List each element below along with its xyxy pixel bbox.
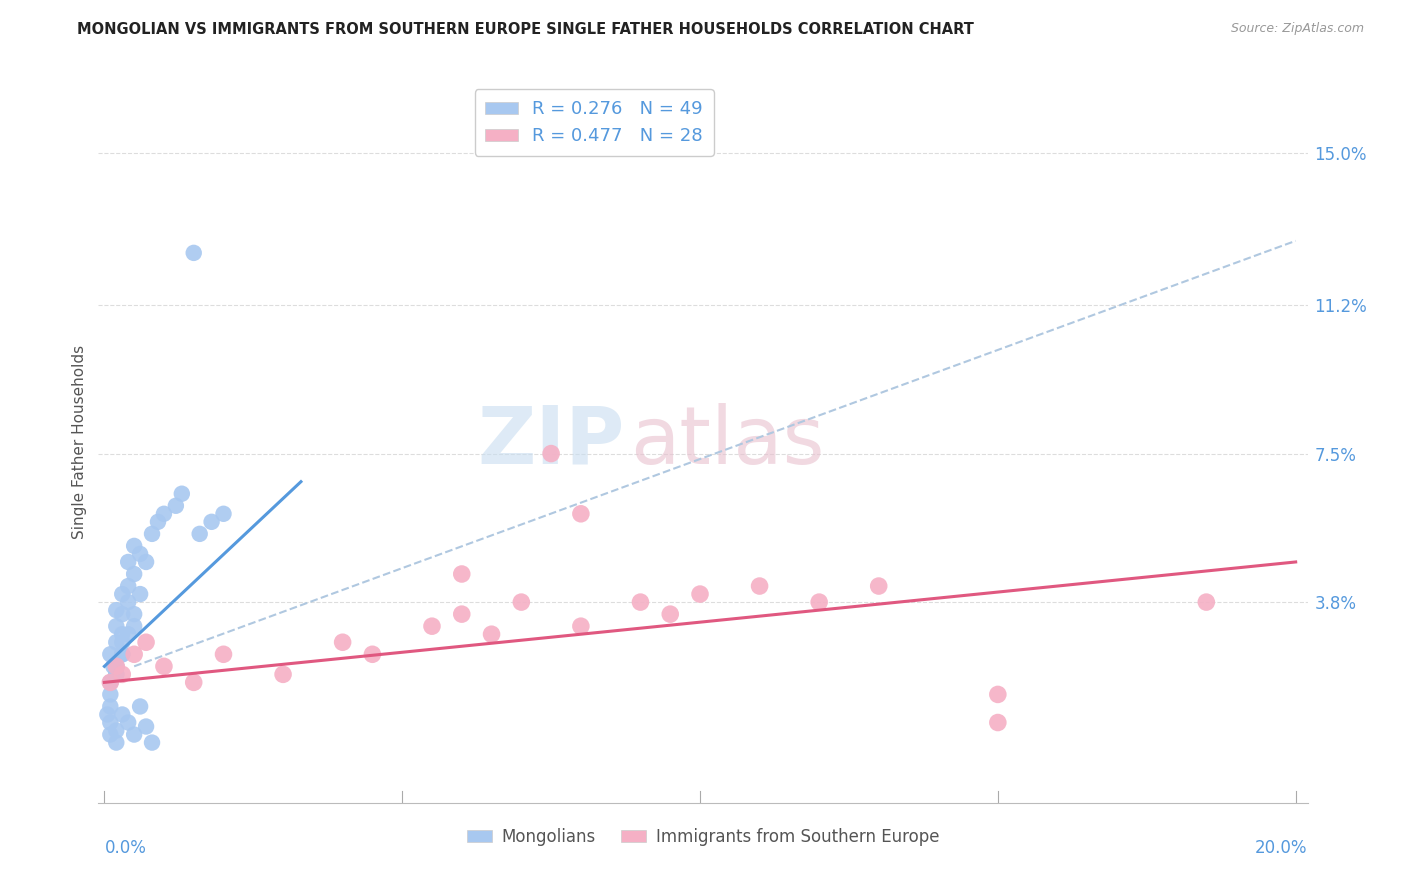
Point [135, 635, 157, 649]
Point [450, 567, 472, 582]
Y-axis label: Single Father Households: Single Father Households [72, 344, 87, 539]
Point [111, 627, 134, 641]
Point [103, 659, 125, 673]
Point [122, 607, 145, 622]
Text: 0.0%: 0.0% [104, 838, 146, 857]
Point [111, 587, 134, 601]
Point [96, 707, 118, 722]
Point [122, 539, 145, 553]
Point [170, 487, 193, 501]
Point [122, 648, 145, 662]
Point [105, 635, 128, 649]
Point [111, 635, 134, 649]
Point [135, 555, 157, 569]
Point [129, 699, 152, 714]
Point [98, 648, 121, 662]
Text: ZIP: ZIP [477, 402, 624, 481]
Point [98, 675, 121, 690]
Point [105, 735, 128, 749]
Point [111, 648, 134, 662]
Point [361, 648, 384, 662]
Point [141, 735, 163, 749]
Point [105, 619, 128, 633]
Text: Source: ZipAtlas.com: Source: ZipAtlas.com [1230, 22, 1364, 36]
Point [117, 627, 139, 641]
Point [659, 607, 682, 622]
Point [105, 667, 128, 681]
Point [111, 667, 134, 681]
Point [420, 619, 443, 633]
Point [117, 595, 139, 609]
Point [183, 675, 205, 690]
Point [569, 507, 592, 521]
Point [105, 723, 128, 738]
Point [111, 607, 134, 622]
Legend: Mongolians, Immigrants from Southern Europe: Mongolians, Immigrants from Southern Eur… [460, 821, 946, 852]
Point [98, 675, 121, 690]
Point [165, 499, 187, 513]
Point [122, 728, 145, 742]
Point [630, 595, 652, 609]
Point [117, 555, 139, 569]
Point [98, 687, 121, 701]
Point [153, 659, 176, 673]
Point [117, 579, 139, 593]
Point [1195, 595, 1218, 609]
Point [98, 699, 121, 714]
Point [117, 715, 139, 730]
Point [183, 246, 205, 260]
Point [481, 627, 503, 641]
Point [188, 526, 211, 541]
Point [135, 719, 157, 733]
Point [200, 515, 222, 529]
Point [111, 648, 134, 662]
Point [98, 715, 121, 730]
Point [146, 515, 169, 529]
Point [271, 667, 294, 681]
Point [540, 447, 562, 461]
Text: 20.0%: 20.0% [1256, 838, 1308, 857]
Point [153, 507, 176, 521]
Text: MONGOLIAN VS IMMIGRANTS FROM SOUTHERN EUROPE SINGLE FATHER HOUSEHOLDS CORRELATIO: MONGOLIAN VS IMMIGRANTS FROM SOUTHERN EU… [77, 22, 974, 37]
Point [510, 595, 533, 609]
Point [332, 635, 354, 649]
Point [122, 619, 145, 633]
Point [105, 603, 128, 617]
Point [111, 707, 134, 722]
Point [212, 648, 235, 662]
Point [868, 579, 890, 593]
Point [141, 526, 163, 541]
Point [129, 547, 152, 561]
Point [689, 587, 711, 601]
Point [212, 507, 235, 521]
Point [987, 715, 1010, 730]
Point [748, 579, 770, 593]
Point [450, 607, 472, 622]
Point [569, 619, 592, 633]
Point [98, 675, 121, 690]
Point [122, 567, 145, 582]
Point [808, 595, 831, 609]
Text: atlas: atlas [630, 402, 825, 481]
Point [129, 587, 152, 601]
Point [98, 728, 121, 742]
Point [105, 659, 128, 673]
Point [987, 687, 1010, 701]
Point [105, 667, 128, 681]
Point [105, 659, 128, 673]
